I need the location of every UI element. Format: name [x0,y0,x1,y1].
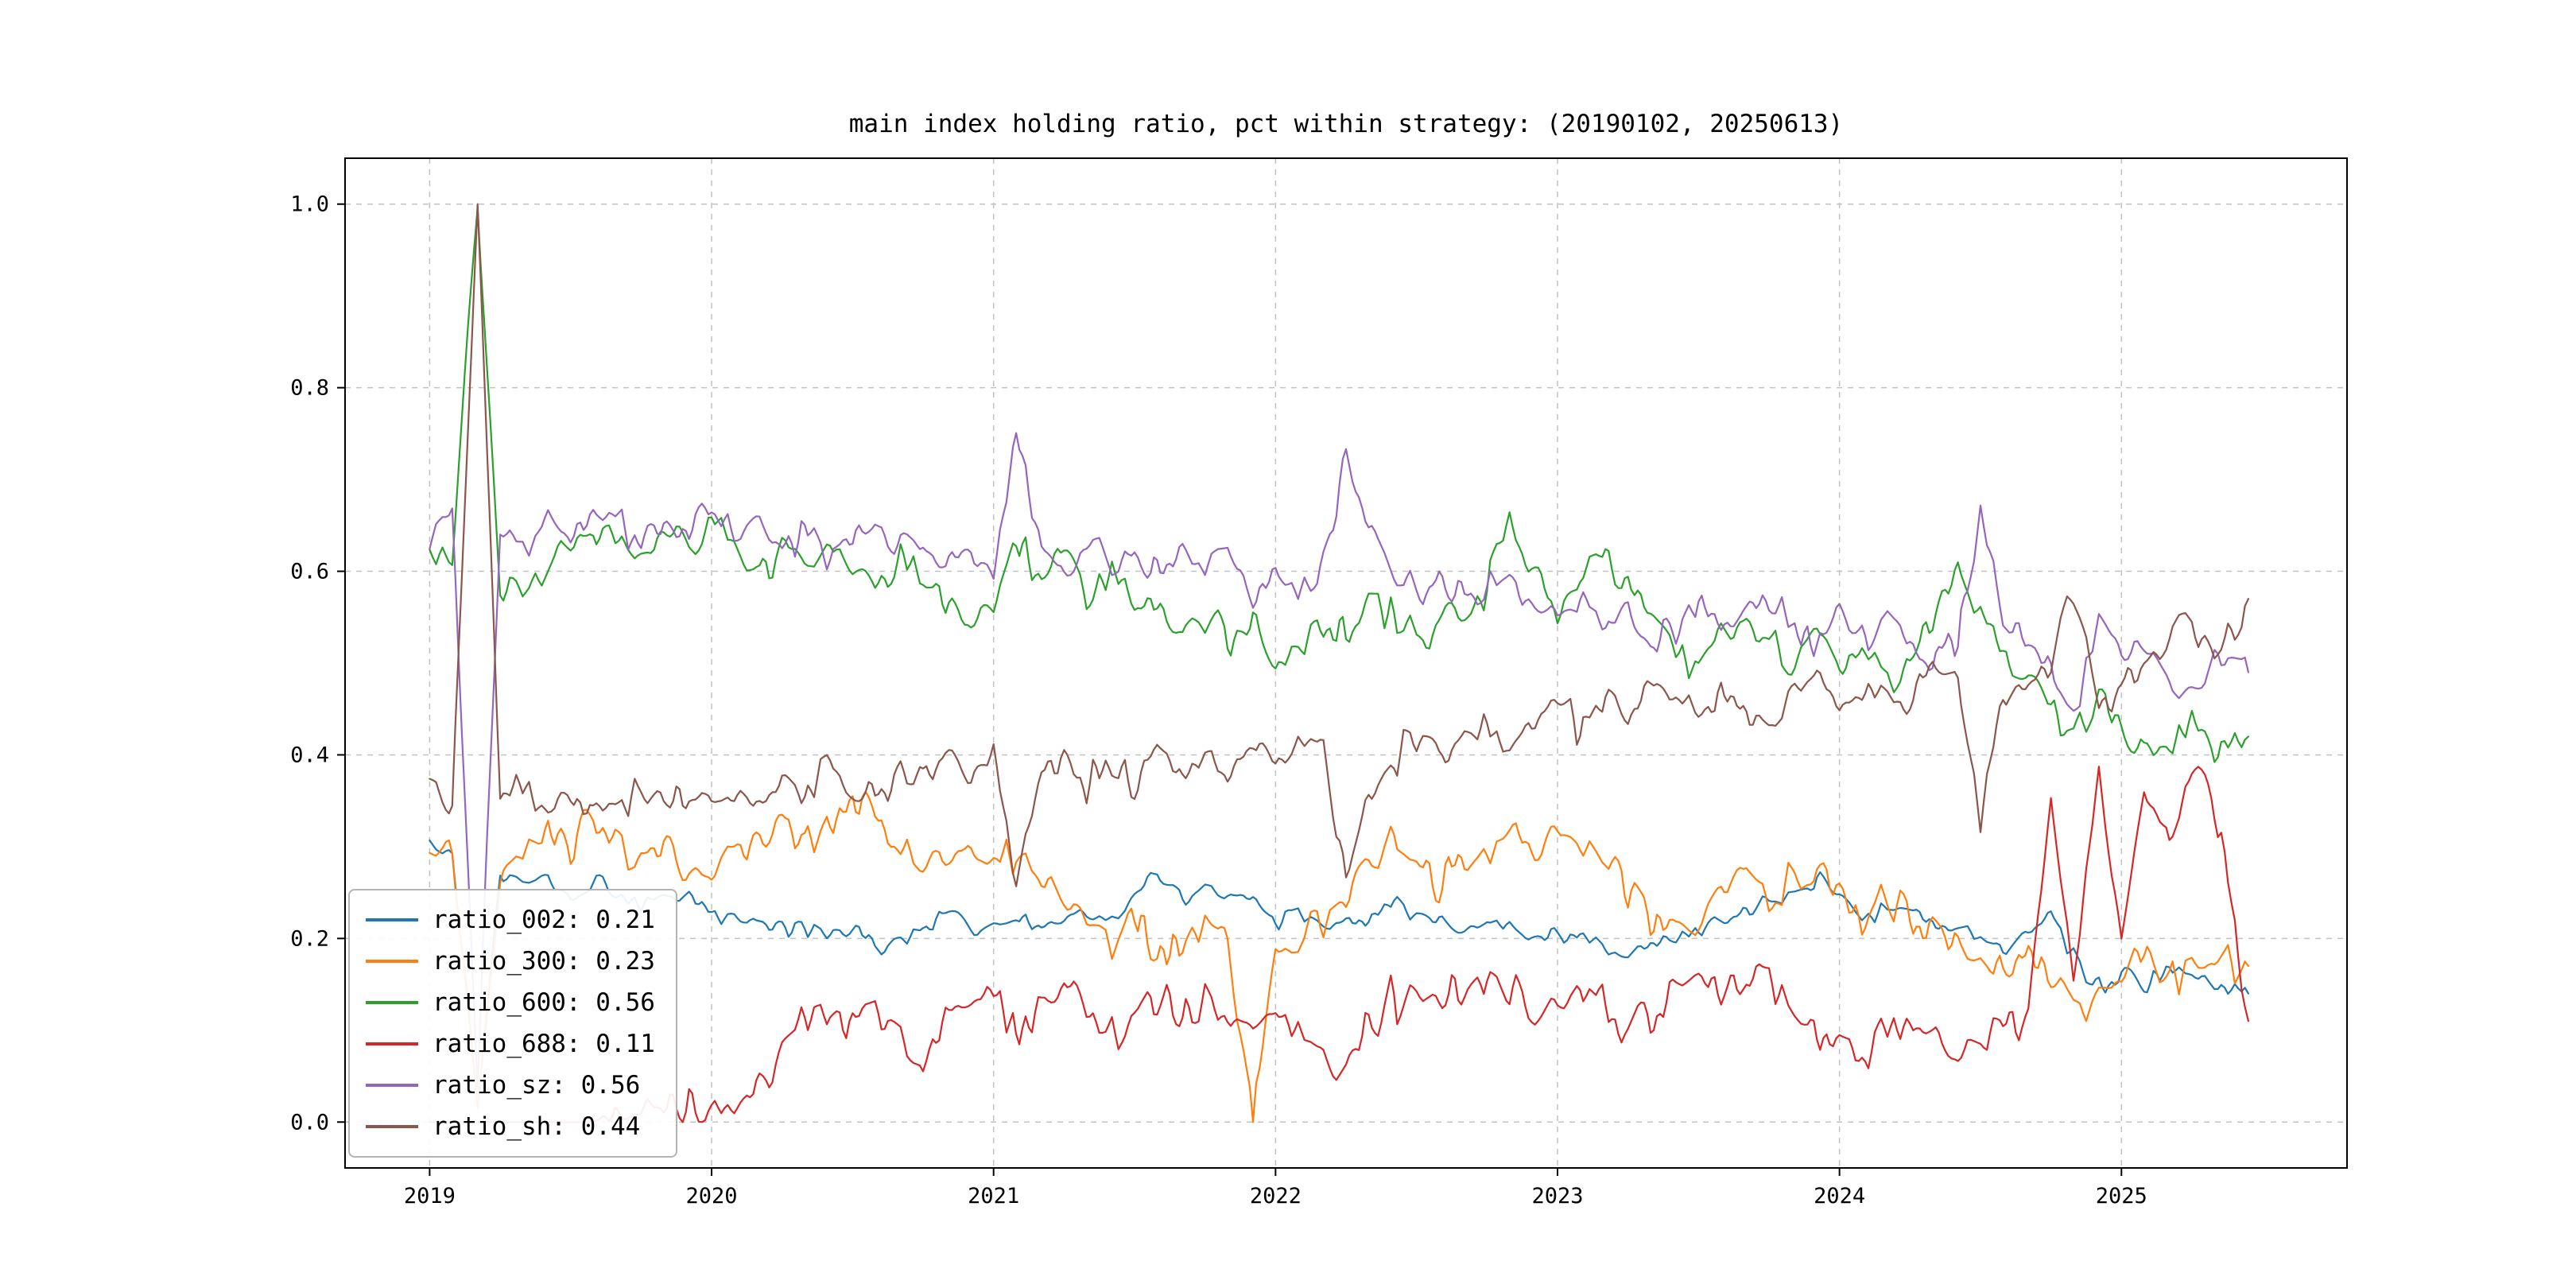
x-tick-label: 2020 [686,1184,738,1208]
x-tick-label: 2023 [1531,1184,1583,1208]
y-tick-label: 0.4 [290,743,329,767]
series-line-ratio_sz [429,432,2249,1089]
series-line-ratio_sh [429,203,2249,887]
legend-item-ratio_600: ratio_600: 0.56 [366,986,655,1019]
x-tick-label: 2019 [404,1184,456,1208]
x-tick-label: 2021 [968,1184,1019,1208]
y-tick-label: 1.0 [290,192,329,217]
legend-label-ratio_688: ratio_688: 0.11 [433,1030,655,1058]
legend-line-swatch-ratio_sh [366,1125,418,1128]
y-tick-label: 0.8 [290,376,329,401]
legend-item-ratio_sz: ratio_sz: 0.56 [366,1069,655,1102]
x-tick-label: 2024 [1814,1184,1865,1208]
x-tick-label: 2025 [2096,1184,2147,1208]
y-tick-label: 0.0 [290,1110,329,1135]
legend-line-swatch-ratio_600 [366,1001,418,1004]
series-line-ratio_600 [429,207,2249,763]
legend: ratio_002: 0.21 ratio_300: 0.23 ratio_60… [348,889,677,1158]
legend-label-ratio_300: ratio_300: 0.23 [433,947,655,976]
x-tick-label: 2022 [1250,1184,1302,1208]
legend-item-ratio_sh: ratio_sh: 0.44 [366,1110,655,1143]
legend-label-ratio_sh: ratio_sh: 0.44 [433,1112,641,1141]
y-tick-label: 0.2 [290,926,329,951]
plot-border [344,157,2348,1169]
legend-label-ratio_sz: ratio_sz: 0.56 [433,1071,641,1100]
legend-item-ratio_002: ratio_002: 0.21 [366,903,655,937]
legend-line-swatch-ratio_300 [366,960,418,963]
legend-line-swatch-ratio_sz [366,1084,418,1087]
series-line-ratio_300 [429,790,2249,1123]
legend-item-ratio_688: ratio_688: 0.11 [366,1027,655,1061]
legend-label-ratio_002: ratio_002: 0.21 [433,906,655,934]
chart-title: main index holding ratio, pct within str… [848,110,1844,138]
legend-line-swatch-ratio_688 [366,1042,418,1046]
series-line-ratio_002 [429,839,2249,1107]
legend-item-ratio_300: ratio_300: 0.23 [366,945,655,978]
legend-line-swatch-ratio_002 [366,918,418,921]
legend-label-ratio_600: ratio_600: 0.56 [433,988,655,1017]
series-line-ratio_688 [429,766,2249,1123]
y-tick-label: 0.6 [290,560,329,584]
